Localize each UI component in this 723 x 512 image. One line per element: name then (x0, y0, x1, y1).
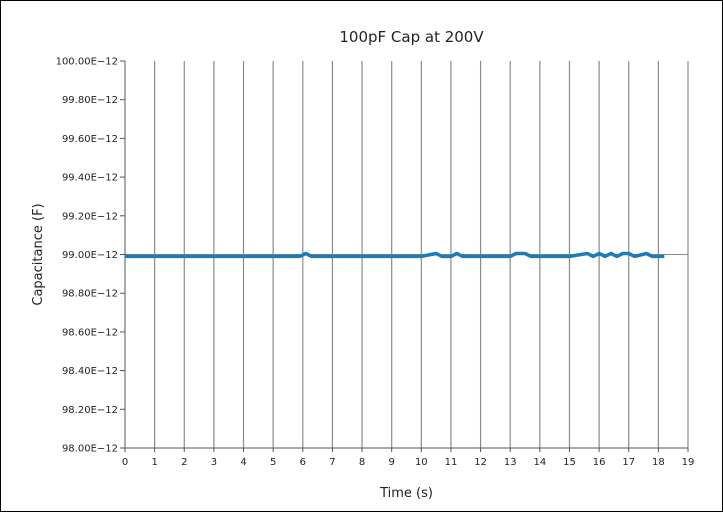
x-axis-label: Time (s) (379, 486, 433, 501)
axes (120, 60, 689, 452)
y-tick-label: 100.00E−12 (56, 57, 118, 68)
grid (125, 61, 689, 448)
chart-title: 100pF Cap at 200V (339, 28, 484, 46)
y-tick-label: 98.20E−12 (62, 405, 118, 416)
x-tick-label: 6 (300, 457, 306, 468)
x-tick-label: 11 (445, 457, 458, 468)
y-tick-label: 99.80E−12 (62, 95, 118, 106)
x-tick-label: 13 (504, 457, 517, 468)
x-tick-label: 3 (211, 457, 217, 468)
x-tick-label: 4 (240, 457, 246, 468)
y-tick-label: 99.20E−12 (62, 211, 118, 222)
y-tick-label: 99.60E−12 (62, 134, 118, 145)
x-tick-label: 5 (270, 457, 276, 468)
x-ticks: 0 1 2 3 4 5 6 7 8 9 10 11 12 13 14 15 16 17 18 19 (122, 457, 695, 468)
series-group (125, 251, 665, 259)
x-tick-label: 19 (682, 457, 695, 468)
x-tick-label: 9 (388, 457, 394, 468)
x-tick-label: 0 (122, 457, 128, 468)
x-tick-label: 1 (151, 457, 157, 468)
x-tick-label: 2 (181, 457, 187, 468)
x-tick-label: 16 (593, 457, 606, 468)
x-tick-label: 14 (533, 457, 546, 468)
x-tick-label: 7 (329, 457, 335, 468)
series-line (125, 251, 665, 259)
y-tick-label: 99.40E−12 (62, 173, 118, 184)
y-tick-label: 98.60E−12 (62, 327, 118, 338)
y-tick-label: 98.00E−12 (62, 444, 118, 455)
x-tick-label: 18 (652, 457, 665, 468)
y-axis-label: Capacitance (F) (31, 203, 46, 305)
x-tick-label: 12 (474, 457, 487, 468)
x-tick-label: 10 (415, 457, 428, 468)
x-tick-label: 17 (622, 457, 635, 468)
y-ticks: 98.00E−12 98.20E−12 98.40E−12 98.60E−12 98.8… (56, 57, 118, 455)
y-tick-label: 98.80E−12 (62, 289, 118, 300)
y-tick-label: 99.00E−12 (62, 250, 118, 261)
x-tick-label: 15 (563, 457, 576, 468)
x-tick-label: 8 (359, 457, 365, 468)
y-tick-label: 98.40E−12 (62, 366, 118, 377)
